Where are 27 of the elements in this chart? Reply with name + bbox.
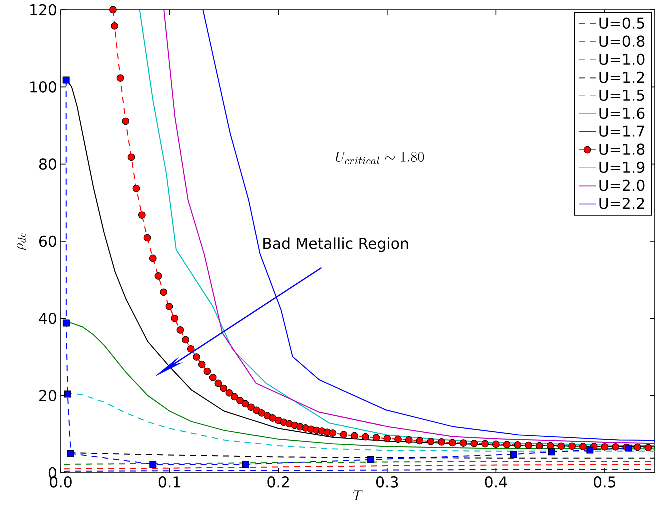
legend-label: U=0.8: [600, 36, 645, 48]
y-axis-title: $\rho_{dc}$: [16, 232, 26, 250]
x-axis-title: $T$: [353, 490, 363, 500]
y-tick-label: 80: [39, 158, 56, 170]
x-tick-label: 0.1: [158, 476, 180, 488]
legend-label: U=1.9: [600, 162, 645, 174]
legend-label: U=1.0: [600, 54, 645, 66]
x-tick-label: 0.2: [268, 476, 289, 488]
legend-label: U=1.6: [600, 108, 645, 120]
x-tick-label: 0.4: [485, 476, 508, 488]
y-tick-label: 120: [30, 4, 56, 16]
legend-label: U=0.5: [600, 18, 644, 30]
legend-label: U=1.2: [600, 72, 644, 84]
x-tick-label: 0.3: [376, 476, 398, 488]
annotation: Bad Metallic Region: [264, 238, 408, 252]
y-tick-label: 20: [40, 390, 56, 402]
y-tick-label: 60: [40, 236, 56, 248]
legend-label: U=1.8: [600, 144, 645, 156]
y-tick-label: 100: [30, 82, 56, 93]
y-tick-label: 40: [39, 313, 56, 324]
legend-label: U=1.7: [600, 126, 644, 137]
x-tick-label: 0.5: [594, 476, 616, 488]
legend-label: U=2.2: [600, 198, 644, 210]
legend-label: U=2.0: [600, 180, 645, 192]
legend-label: U=1.5: [600, 90, 644, 102]
x-tick-label: 0.0: [50, 476, 72, 488]
annotation: $U_{critical}\sim 1.80$: [336, 152, 424, 165]
